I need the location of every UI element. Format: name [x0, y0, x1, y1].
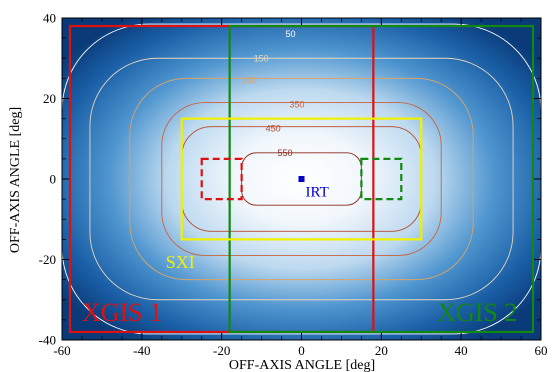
y-tick-label-0: 0 — [50, 172, 57, 187]
xgis-1-region — [68, 24, 375, 334]
y-tick-label-40: 40 — [43, 11, 56, 26]
contour-line-150 — [89, 57, 514, 301]
x-tick-label-40: 40 — [455, 343, 468, 358]
contour-line-250 — [129, 77, 474, 281]
irt-marker — [298, 176, 305, 182]
x-tick-label-40: -40 — [133, 343, 150, 358]
x-axis-title: OFF-AXIS ANGLE [deg] — [229, 358, 375, 372]
xgis-1-label: XGIS 1 — [82, 298, 162, 327]
y-tick-label-40: -40 — [39, 333, 56, 348]
y-axis-title: OFF-AXIS ANGLE [deg] — [8, 107, 23, 253]
irt-label: IRT — [305, 184, 328, 200]
x-tick-label-20: 20 — [375, 343, 388, 358]
contour-label-450: 450 — [266, 124, 281, 134]
contour-label-250: 250 — [242, 75, 257, 85]
y-tick-label-20: 20 — [43, 91, 56, 106]
x-tick-label-60: -60 — [53, 343, 70, 358]
x-tick-label-20: -20 — [213, 343, 230, 358]
box-3-region — [200, 157, 243, 201]
xgis-2-label: XGIS 2 — [437, 298, 517, 327]
contour-label-150: 150 — [254, 53, 269, 63]
x-tick-label-0: 0 — [298, 343, 305, 358]
contour-label-350: 350 — [290, 100, 305, 110]
contour-line-350 — [161, 102, 442, 256]
y-tick-label-20: -20 — [39, 252, 56, 267]
contour-label-50: 50 — [286, 29, 296, 39]
sxi-label: SXI — [166, 252, 195, 272]
box-4-region — [360, 157, 403, 201]
x-tick-label-60: 60 — [535, 343, 548, 358]
sxi-region — [180, 117, 423, 241]
annotations: XGIS 1 XGIS 2 SXI IRT — [68, 24, 535, 334]
contour-label-550: 550 — [278, 148, 293, 158]
xgis-2-region — [228, 24, 535, 334]
